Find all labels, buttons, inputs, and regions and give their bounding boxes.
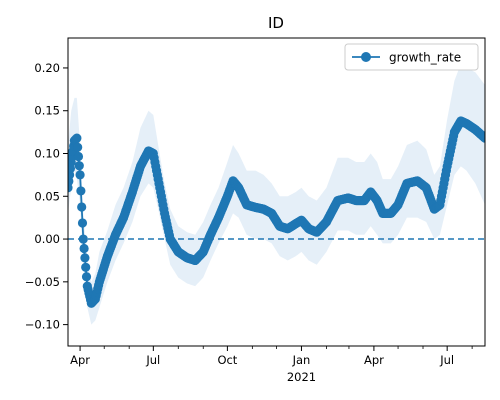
y-tick-label: 0.00 (34, 232, 60, 246)
growth-rate-point (78, 234, 88, 244)
x-tick-label: Oct (217, 353, 237, 367)
x-year-label: 2021 (287, 370, 316, 384)
series-marker-layer (68, 116, 485, 308)
growth-rate-point (81, 272, 92, 282)
x-tick-label: Jul (439, 353, 454, 367)
growth-rate-point (81, 262, 91, 272)
confidence-band (68, 63, 485, 325)
growth-rate-point (72, 133, 82, 143)
legend-marker (361, 52, 371, 62)
legend-box (344, 43, 479, 71)
y-tick-label: 0.10 (34, 147, 60, 161)
x-tick-label: Jul (145, 353, 160, 367)
y-tick-label: 0.15 (34, 104, 60, 118)
y-axis: −0.10 −0.05 0.00 0.05 0.10 0.15 0.20 (25, 61, 68, 332)
chart-title: ID (268, 14, 284, 32)
x-axis: Apr Jul Oct Jan Apr Jul 2021 (70, 346, 473, 384)
y-tick-label: 0.05 (34, 189, 60, 203)
growth-rate-point (75, 170, 85, 180)
growth-rate-point (80, 253, 90, 263)
growth-rate-point (74, 161, 84, 171)
legend: growth_rate (344, 43, 479, 71)
y-tick-label: 0.20 (34, 61, 60, 75)
growth-rate-point (73, 142, 83, 152)
y-tick-label: −0.05 (25, 275, 60, 289)
growth-rate-point (76, 186, 86, 196)
legend-label: growth_rate (389, 51, 461, 65)
x-tick-label: Jan (292, 353, 311, 367)
x-tick-label: Apr (70, 353, 90, 367)
x-tick-label: Apr (364, 353, 384, 367)
growth-rate-point (77, 218, 88, 228)
growth-rate-point (73, 151, 84, 162)
growth-rate-point (79, 243, 89, 254)
plot-area (68, 63, 485, 325)
growth-rate-point (480, 133, 485, 143)
y-tick-label: −0.10 (25, 318, 60, 332)
confidence-band-layer (68, 63, 485, 325)
growth-rate-point (77, 202, 87, 212)
